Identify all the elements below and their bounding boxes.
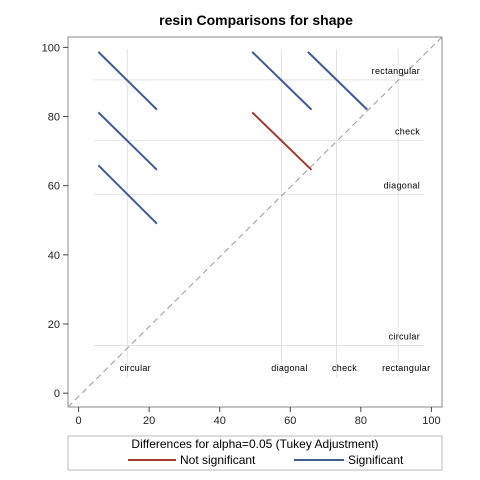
y-axis: 0 20 40 60 80 100: [42, 42, 68, 400]
x-tick-label-100: 100: [422, 415, 440, 427]
x-tick-label-20: 20: [143, 415, 155, 427]
reference-diagonal: [67, 36, 443, 408]
level-guide-lines-vertical: [126, 49, 399, 377]
segment-significant-3: [97, 164, 158, 225]
y-level-label-rectangular: rectangular: [372, 66, 420, 76]
x-level-label-circular: circular: [120, 363, 151, 373]
x-tick-label-0: 0: [76, 415, 82, 427]
comparison-segments: [97, 51, 368, 225]
segment-significant-2: [97, 111, 158, 171]
y-tick-label-40: 40: [48, 250, 60, 262]
y-tick-label-100: 100: [42, 42, 60, 54]
x-level-label-diagonal: diagonal: [271, 363, 307, 373]
x-tick-label-40: 40: [214, 415, 226, 427]
segment-not-significant-1: [251, 111, 313, 171]
x-axis-label: Differences for alpha=0.05 (Tukey Adjust…: [131, 437, 378, 451]
legend-label-significant: Significant: [348, 453, 404, 467]
x-level-labels: circular diagonal check rectangular: [120, 363, 431, 373]
x-tick-label-60: 60: [284, 415, 296, 427]
legend: Differences for alpha=0.05 (Tukey Adjust…: [67, 435, 443, 471]
y-level-labels: rectangular check diagonal circular: [372, 66, 420, 342]
y-tick-label-60: 60: [48, 181, 60, 193]
y-tick-label-20: 20: [48, 319, 60, 331]
y-level-label-check: check: [395, 126, 420, 136]
y-tick-label-0: 0: [54, 388, 60, 400]
legend-box: [67, 435, 443, 471]
x-level-label-rectangular: rectangular: [382, 363, 430, 373]
segment-significant-1: [97, 51, 158, 111]
plot-frame: [67, 36, 443, 408]
level-guide-lines-horizontal: [94, 79, 424, 346]
y-level-label-circular: circular: [389, 331, 420, 341]
x-axis: 0 20 40 60 80 100: [76, 407, 441, 427]
legend-label-not-significant: Not significant: [180, 453, 256, 467]
segment-significant-4: [251, 51, 313, 111]
reference-line: [67, 36, 443, 408]
y-tick-label-80: 80: [48, 112, 60, 124]
y-level-label-diagonal: diagonal: [384, 180, 420, 190]
chart-title: resin Comparisons for shape: [159, 12, 353, 28]
legend-entries: Not significant Significant: [128, 453, 404, 467]
segment-significant-5: [307, 51, 368, 111]
x-tick-label-80: 80: [355, 415, 367, 427]
x-level-label-check: check: [332, 363, 357, 373]
